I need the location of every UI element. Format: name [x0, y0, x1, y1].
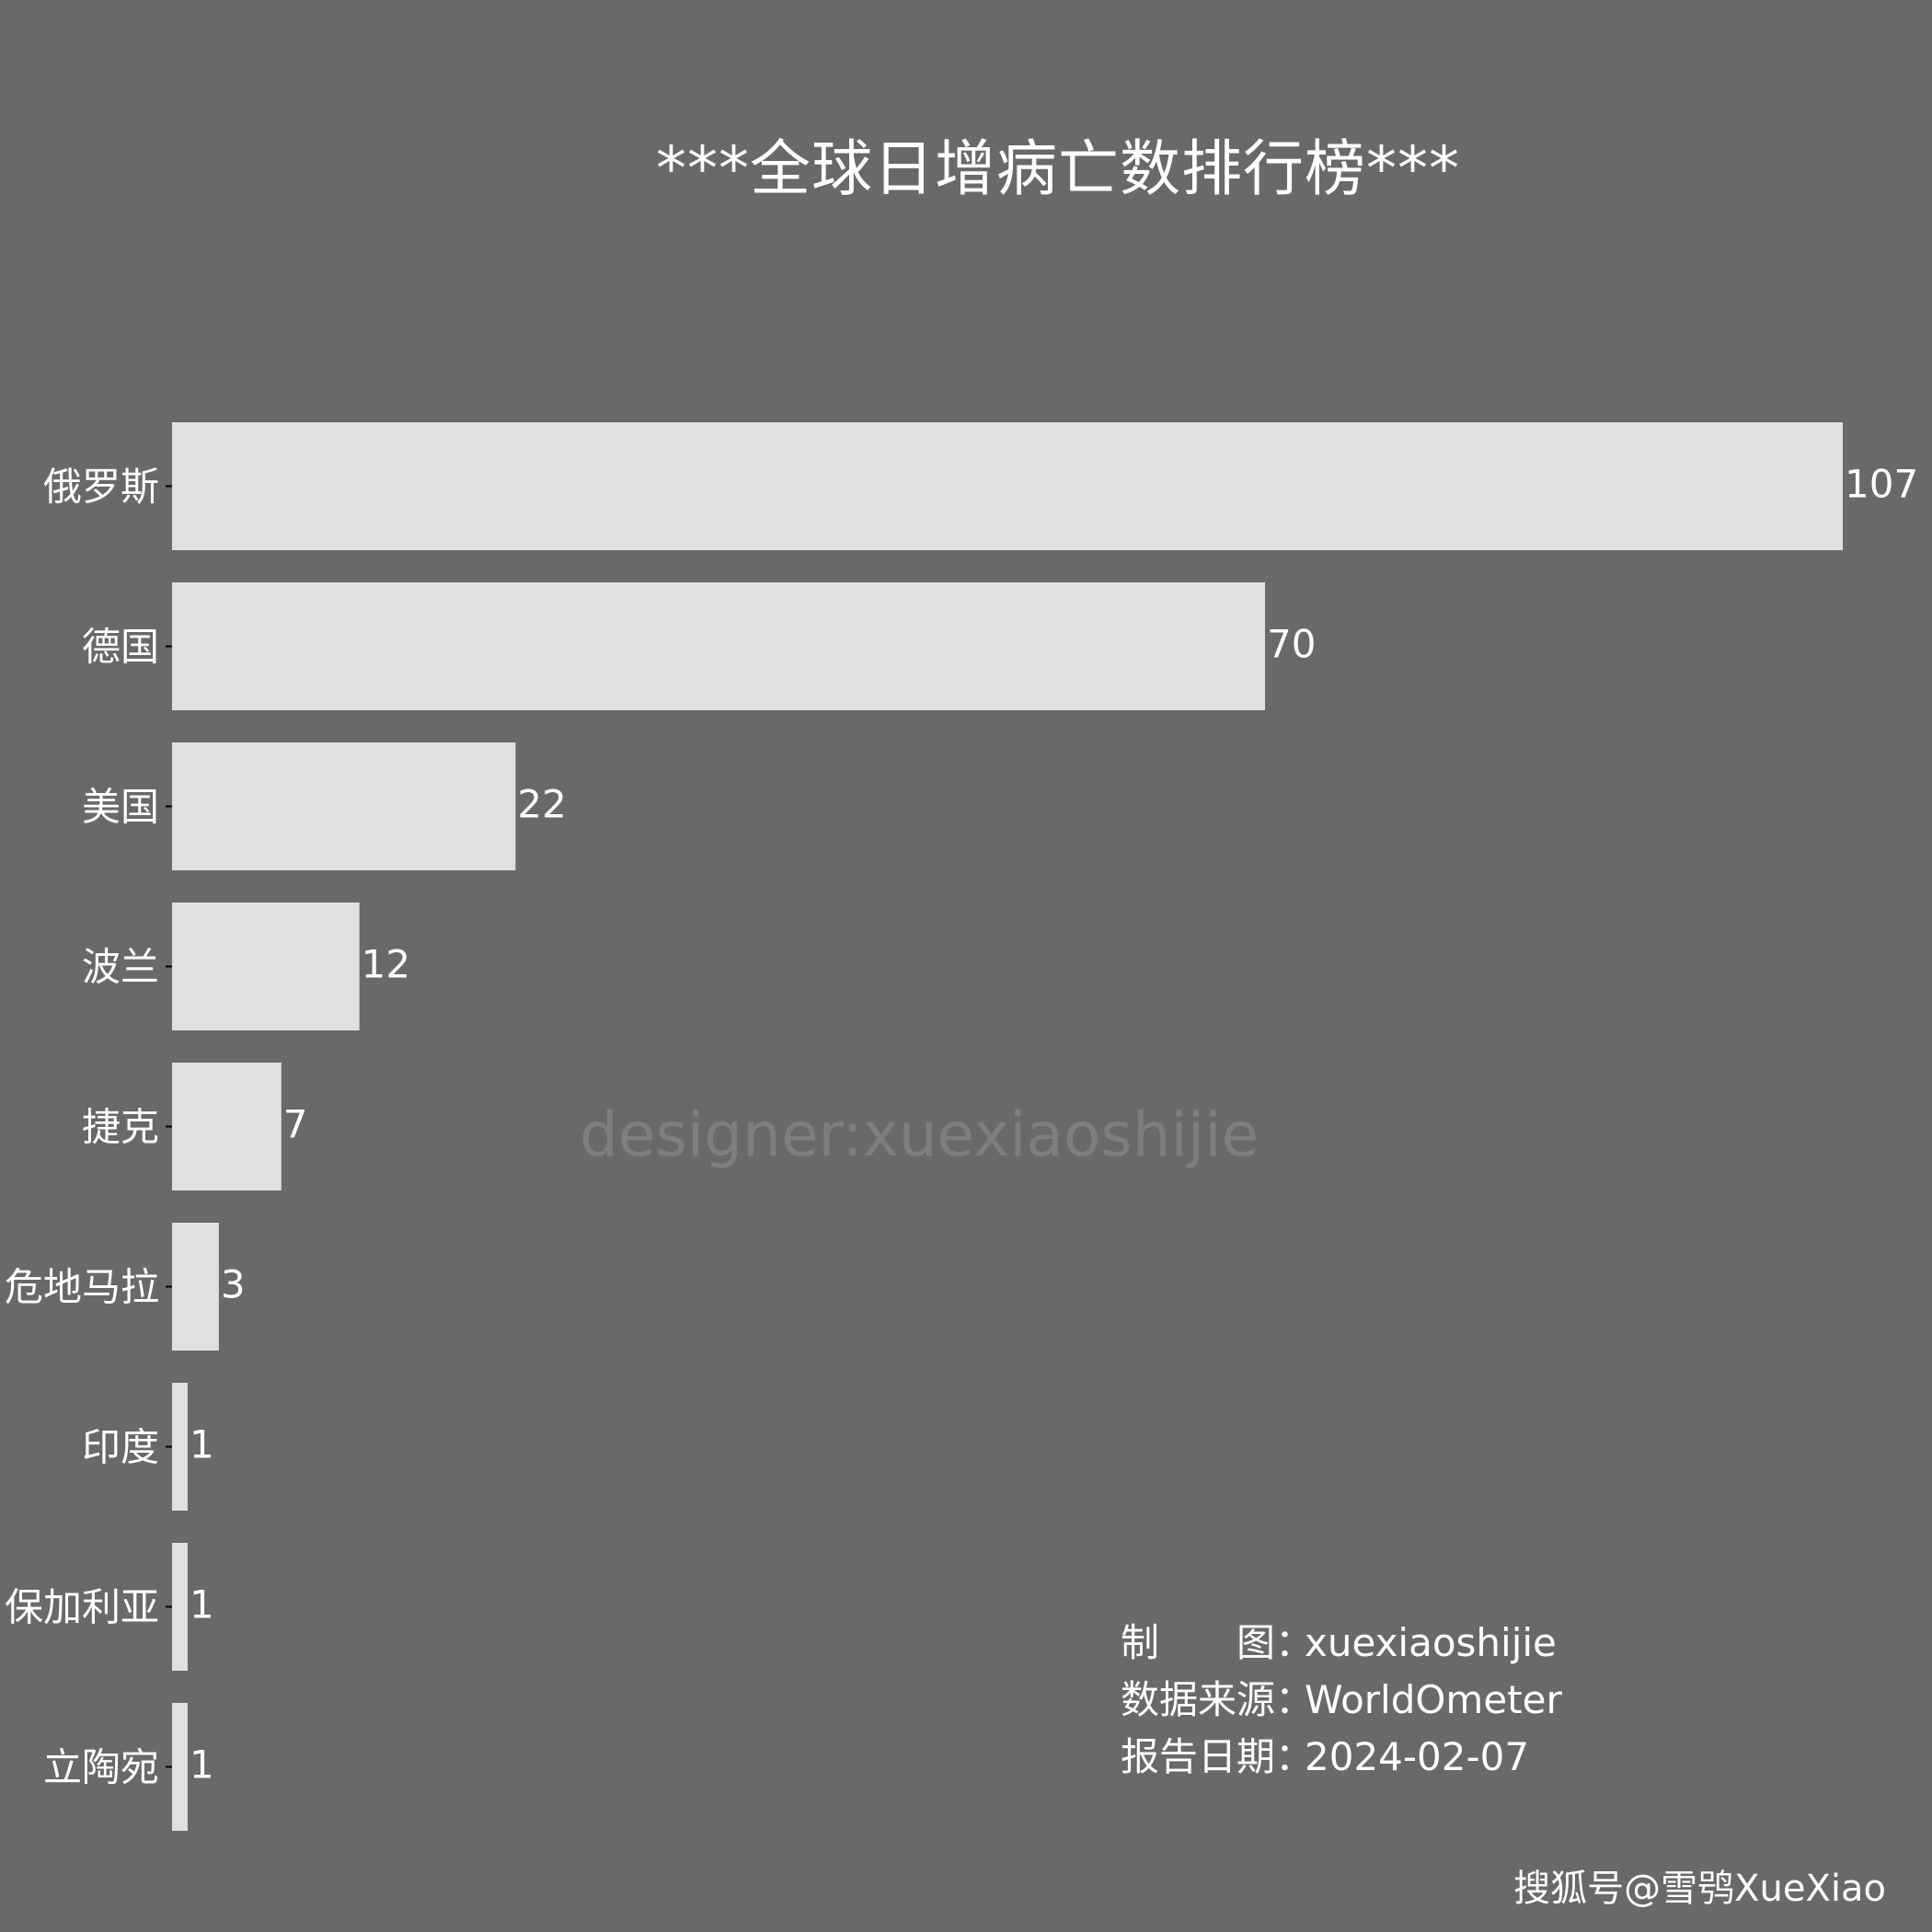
credit-date: 报告日期：2024-02-07 — [1121, 1729, 1562, 1786]
data-label-5: 3 — [221, 1262, 246, 1307]
credit-designer-label: 制 图： — [1121, 1620, 1315, 1665]
footer-watermark: 搜狐号@雪鸮XueXiao — [1513, 1868, 1886, 1910]
bar-5 — [172, 1223, 219, 1351]
credits-block: 制 图：xuexiaoshijie 数据来源：WorldOmeter 报告日期：… — [1121, 1615, 1562, 1786]
y-tick-label-0: 俄罗斯 — [43, 465, 159, 510]
chart-title: ***全球日增病亡数排行榜*** — [656, 133, 1460, 204]
y-tick-label-7: 保加利亚 — [5, 1585, 159, 1630]
credit-source: 数据来源：WorldOmeter — [1121, 1672, 1562, 1729]
bar-0 — [172, 422, 1843, 550]
credit-source-value: WorldOmeter — [1305, 1677, 1562, 1722]
y-tick-label-6: 印度 — [82, 1425, 159, 1470]
y-tick-label-1: 德国 — [82, 625, 159, 670]
data-label-4: 7 — [283, 1102, 308, 1147]
bar-6 — [172, 1383, 188, 1511]
data-label-0: 107 — [1845, 462, 1918, 507]
bar-7 — [172, 1543, 188, 1671]
data-label-3: 12 — [362, 942, 410, 987]
bar-1 — [172, 582, 1266, 710]
designer-watermark: designer:xuexiaoshijie — [580, 1099, 1259, 1170]
data-label-7: 1 — [190, 1582, 214, 1627]
y-tick-label-4: 捷克 — [82, 1105, 159, 1150]
data-label-6: 1 — [190, 1422, 214, 1467]
credit-source-label: 数据来源： — [1121, 1677, 1315, 1722]
credit-designer: 制 图：xuexiaoshijie — [1121, 1615, 1562, 1672]
y-tick-label-3: 波兰 — [82, 945, 159, 990]
y-tick-label-5: 危地马拉 — [5, 1265, 159, 1310]
bar-2 — [172, 742, 516, 870]
bar-8 — [172, 1703, 188, 1831]
data-label-8: 1 — [190, 1742, 214, 1788]
y-tick-label-2: 美国 — [82, 785, 159, 830]
data-label-2: 22 — [517, 782, 566, 827]
credit-date-label: 报告日期： — [1121, 1734, 1315, 1779]
credit-designer-value: xuexiaoshijie — [1305, 1620, 1557, 1665]
bar-3 — [172, 903, 360, 1030]
data-label-1: 70 — [1267, 622, 1316, 667]
y-tick-label-8: 立陶宛 — [43, 1745, 159, 1790]
bar-4 — [172, 1063, 282, 1190]
credit-date-value: 2024-02-07 — [1305, 1734, 1530, 1779]
